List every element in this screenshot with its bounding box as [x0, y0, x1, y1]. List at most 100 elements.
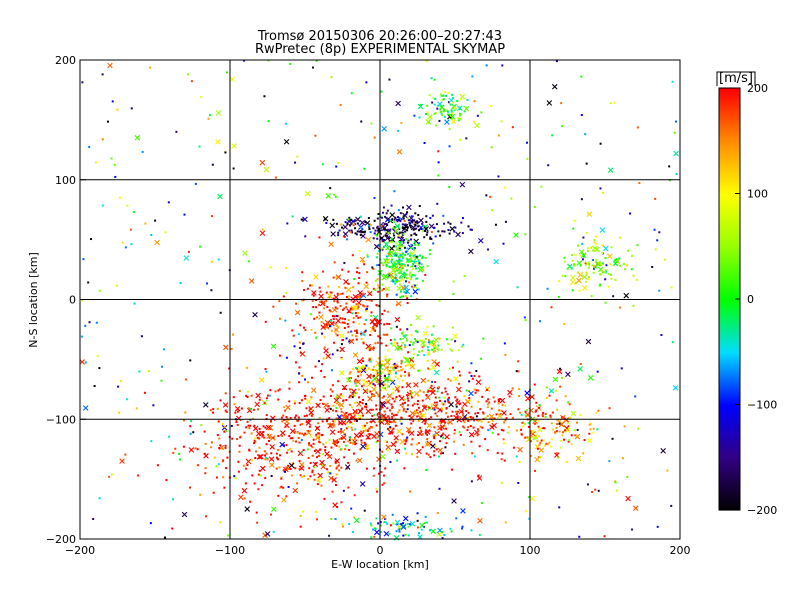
- colorbar-segment: [719, 349, 740, 353]
- scatter-point: [369, 374, 372, 377]
- scatter-point: [424, 419, 427, 422]
- scatter-point: [243, 59, 246, 62]
- scatter-point: [354, 312, 357, 315]
- scatter-point: [306, 287, 309, 290]
- scatter-point-x: [388, 249, 395, 256]
- scatter-point: [409, 324, 412, 327]
- scatter-point: [363, 509, 366, 512]
- scatter-point: [254, 440, 257, 443]
- scatter-point: [555, 423, 558, 426]
- scatter-point: [93, 385, 96, 388]
- scatter-point-x: [252, 425, 259, 432]
- scatter-point: [314, 134, 317, 137]
- scatter-point: [402, 233, 405, 236]
- scatter-point: [304, 378, 307, 381]
- scatter-point-x: [497, 413, 503, 419]
- scatter-point: [331, 390, 334, 393]
- scatter-point: [433, 78, 436, 81]
- scatter-point: [291, 437, 294, 440]
- scatter-point: [420, 528, 423, 531]
- scatter-point: [391, 412, 394, 415]
- scatter-point: [230, 347, 233, 350]
- scatter-point: [400, 332, 403, 335]
- scatter-point: [299, 324, 302, 327]
- scatter-point: [372, 267, 375, 270]
- scatter-point: [622, 263, 625, 266]
- scatter-point: [179, 458, 182, 461]
- scatter-point: [427, 341, 430, 344]
- y-tick-label: 100: [55, 174, 76, 187]
- scatter-point: [309, 475, 312, 478]
- scatter-point: [440, 409, 443, 412]
- scatter-point: [517, 360, 520, 363]
- scatter-point-x: [384, 258, 390, 264]
- scatter-point: [399, 212, 402, 215]
- scatter-point: [479, 357, 482, 360]
- scatter-point: [405, 277, 408, 280]
- scatter-point: [586, 249, 589, 252]
- scatter-point: [538, 435, 541, 438]
- colorbar-segment: [719, 324, 740, 328]
- scatter-point: [246, 396, 249, 399]
- scatter-point: [384, 358, 387, 361]
- colorbar-segment: [719, 463, 740, 467]
- scatter-point: [363, 424, 366, 427]
- scatter-point: [318, 416, 321, 419]
- scatter-point: [533, 383, 536, 386]
- scatter-point: [424, 422, 427, 425]
- scatter-point-x: [570, 275, 576, 281]
- scatter-point: [400, 121, 403, 124]
- scatter-point-x: [376, 319, 383, 325]
- scatter-point: [670, 504, 673, 507]
- scatter-point: [385, 521, 388, 524]
- colorbar-segment: [719, 121, 740, 125]
- scatter-point: [405, 439, 408, 442]
- scatter-point-x: [507, 389, 513, 396]
- scatter-point: [503, 421, 506, 424]
- scatter-point: [330, 446, 333, 449]
- scatter-point: [350, 406, 353, 409]
- scatter-point: [351, 428, 354, 431]
- colorbar-segment: [719, 377, 740, 380]
- scatter-point: [412, 268, 415, 271]
- scatter-point: [326, 306, 329, 309]
- scatter-point: [416, 519, 419, 522]
- scatter-point: [345, 422, 348, 425]
- colorbar-segment: [719, 288, 740, 292]
- scatter-point: [434, 445, 437, 448]
- scatter-point: [482, 337, 485, 340]
- scatter-point-x: [575, 455, 582, 462]
- scatter-point: [388, 78, 391, 81]
- scatter-point: [472, 416, 475, 419]
- scatter-point: [406, 522, 409, 525]
- scatter-point: [448, 128, 451, 131]
- scatter-point: [454, 340, 457, 343]
- scatter-point: [609, 102, 612, 105]
- scatter-point: [377, 369, 380, 372]
- scatter-point: [399, 254, 402, 257]
- scatter-point: [388, 265, 391, 268]
- scatter-point: [249, 408, 252, 411]
- colorbar-segment: [719, 311, 740, 315]
- scatter-point: [469, 399, 472, 402]
- scatter-point: [383, 386, 386, 389]
- scatter-point: [80, 335, 83, 338]
- scatter-point: [420, 429, 423, 432]
- colorbar-segment: [719, 501, 740, 505]
- scatter-point: [132, 210, 135, 213]
- scatter-point: [205, 515, 208, 518]
- scatter-point: [212, 408, 215, 411]
- scatter-point: [289, 416, 292, 419]
- scatter-point-x: [393, 435, 399, 441]
- scatter-point: [240, 407, 243, 410]
- scatter-point-x: [339, 370, 345, 376]
- scatter-point: [651, 265, 654, 268]
- scatter-point: [459, 415, 462, 418]
- scatter-point: [380, 471, 383, 474]
- scatter-point: [347, 325, 350, 328]
- scatter-point: [203, 430, 206, 433]
- scatter-point: [372, 467, 375, 470]
- scatter-point: [504, 220, 507, 223]
- scatter-point: [345, 296, 348, 299]
